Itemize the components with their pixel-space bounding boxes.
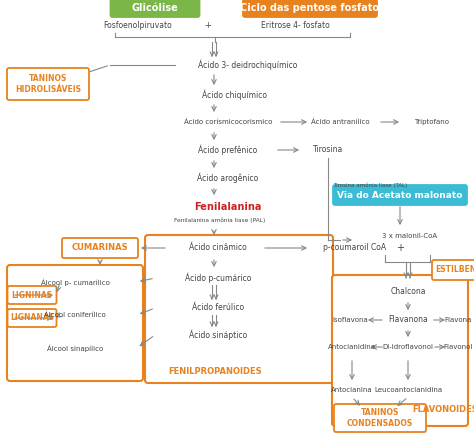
Text: Isoflavona: Isoflavona: [332, 317, 368, 323]
Text: Flavanona: Flavanona: [388, 316, 428, 325]
Text: Fosfoenolpiruvato: Fosfoenolpiruvato: [104, 20, 173, 30]
Text: Fenilalanina amônia liase (PAL): Fenilalanina amônia liase (PAL): [174, 217, 266, 223]
Text: Chalcona: Chalcona: [390, 287, 426, 296]
Text: FENILPROPANOIDES: FENILPROPANOIDES: [168, 368, 262, 377]
Text: Via do Acetato malonato: Via do Acetato malonato: [337, 191, 463, 200]
FancyBboxPatch shape: [145, 235, 333, 383]
Text: +: +: [205, 20, 211, 30]
Text: Glicólise: Glicólise: [132, 3, 178, 13]
Text: Ácido corísmicocorismico: Ácido corísmicocorismico: [184, 119, 272, 125]
Text: TANINOS
CONDENSADOS: TANINOS CONDENSADOS: [347, 408, 413, 427]
Text: Antocianina: Antocianina: [331, 387, 373, 393]
FancyBboxPatch shape: [332, 275, 468, 426]
Text: ESTILBENOS: ESTILBENOS: [436, 266, 474, 274]
Text: Ácido cinâmico: Ácido cinâmico: [189, 243, 247, 253]
Text: 3 x malonil-CoA: 3 x malonil-CoA: [383, 233, 438, 239]
FancyBboxPatch shape: [333, 185, 467, 205]
Text: FLAVONOIDES: FLAVONOIDES: [412, 405, 474, 414]
FancyBboxPatch shape: [62, 238, 138, 258]
Text: CUMARINAS: CUMARINAS: [72, 243, 128, 253]
Text: Ácido ferúlico: Ácido ferúlico: [192, 303, 244, 312]
Text: Álcool coniferílico: Álcool coniferílico: [44, 312, 106, 318]
Text: Triptofano: Triptofano: [414, 119, 449, 125]
Text: LIGNINAS: LIGNINAS: [11, 290, 53, 299]
Text: Ácido prefênico: Ácido prefênico: [199, 145, 258, 155]
FancyBboxPatch shape: [243, 0, 377, 17]
Text: Tirosina: Tirosina: [313, 145, 343, 155]
FancyBboxPatch shape: [334, 404, 426, 432]
Text: Di-idroflavonol: Di-idroflavonol: [383, 344, 434, 350]
FancyBboxPatch shape: [8, 309, 56, 327]
Text: Ácido sináptico: Ácido sináptico: [189, 330, 247, 340]
Text: Fenilalanina: Fenilalanina: [194, 202, 262, 212]
Text: Flavona: Flavona: [444, 317, 472, 323]
Text: LIGNANAS: LIGNANAS: [10, 313, 54, 322]
Text: +: +: [396, 243, 404, 253]
FancyBboxPatch shape: [7, 265, 143, 381]
Text: Álcool sinapílico: Álcool sinapílico: [47, 344, 103, 352]
Text: Ácido chiquímico: Ácido chiquímico: [202, 90, 267, 100]
FancyBboxPatch shape: [110, 0, 200, 17]
FancyBboxPatch shape: [8, 286, 56, 304]
Text: TANINOS
HIDROLISÁVEIS: TANINOS HIDROLISÁVEIS: [15, 74, 81, 94]
Text: Ácido antranílico: Ácido antranílico: [310, 119, 369, 125]
FancyBboxPatch shape: [432, 260, 474, 280]
Text: p-coumaroil CoA: p-coumaroil CoA: [323, 243, 387, 253]
FancyBboxPatch shape: [7, 68, 89, 100]
Text: Tirosina amônia liase (TAL): Tirosina amônia liase (TAL): [333, 182, 407, 188]
Text: Ácido 3- deidrochiquímico: Ácido 3- deidrochiquímico: [198, 60, 298, 70]
Text: Eritrose 4- fosfato: Eritrose 4- fosfato: [261, 20, 329, 30]
Text: Álcool p- cumarílico: Álcool p- cumarílico: [41, 278, 109, 286]
Text: Antocianidina: Antocianidina: [328, 344, 376, 350]
Text: Ciclo das pentose fosfato: Ciclo das pentose fosfato: [240, 3, 380, 13]
Text: Flavonol: Flavonol: [443, 344, 473, 350]
Text: Ácido p-cumárico: Ácido p-cumárico: [185, 273, 251, 283]
Text: Leucoantocianidina: Leucoantocianidina: [374, 387, 442, 393]
Text: Ácido arogênico: Ácido arogênico: [197, 173, 259, 183]
